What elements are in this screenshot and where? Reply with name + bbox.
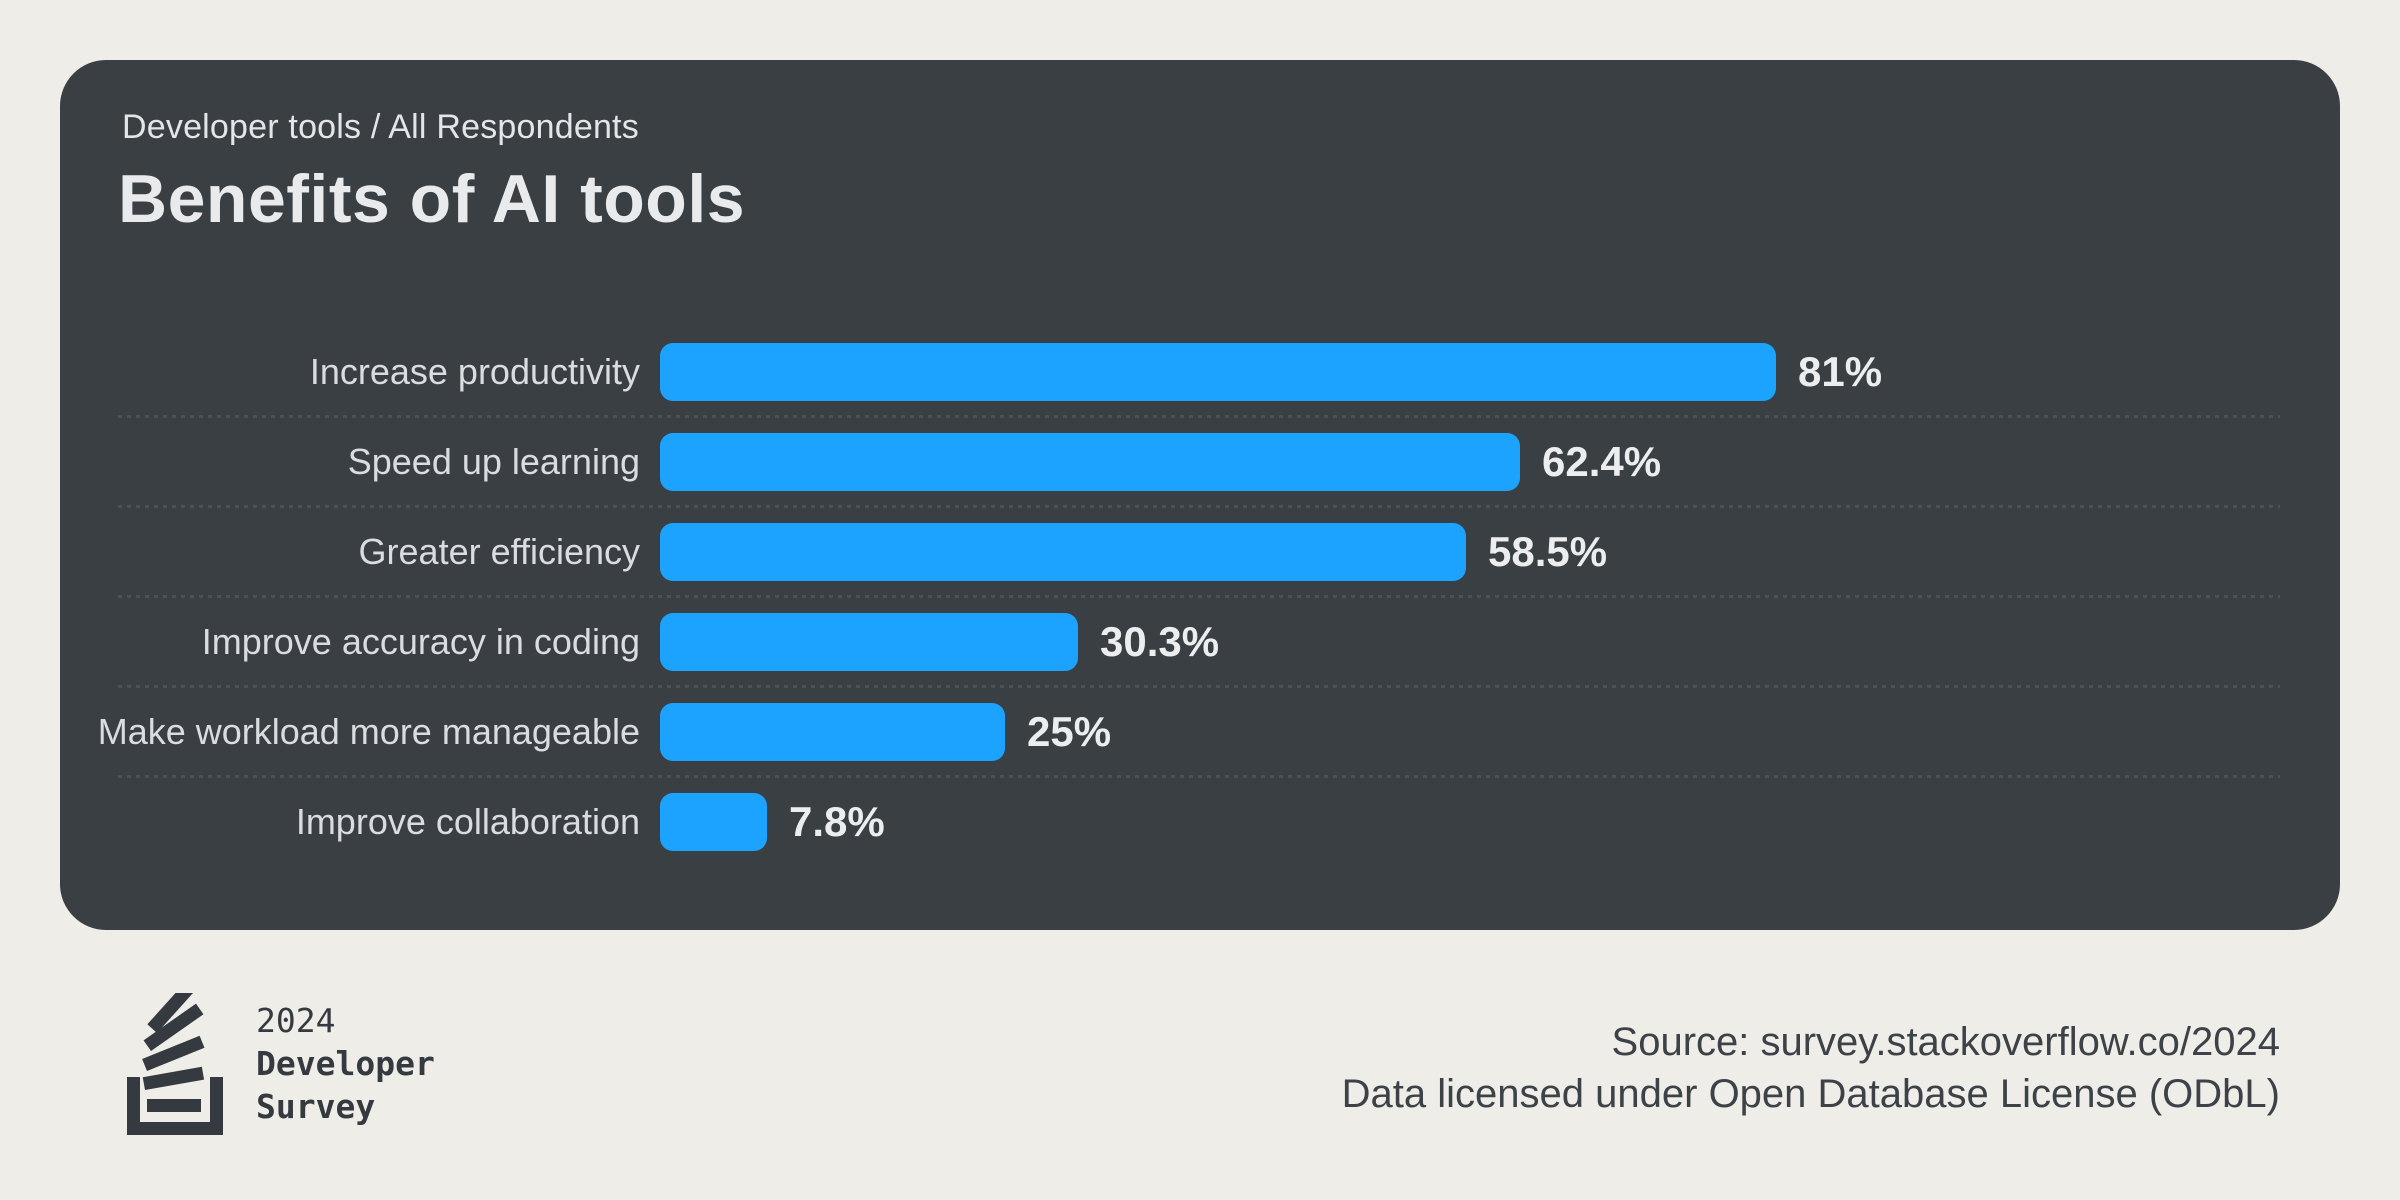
row-separator [118, 415, 2280, 418]
bar-track: 25% [660, 687, 2280, 777]
bar-label: Make workload more manageable [97, 711, 640, 752]
bar-track: 81% [660, 327, 2280, 417]
bar-track: 30.3% [660, 597, 2280, 687]
bar-value-label: 62.4% [1542, 438, 1662, 485]
row-separator [118, 595, 2280, 598]
bar-label: Increase productivity [309, 351, 640, 392]
bar-track: 62.4% [660, 417, 2280, 507]
source-line2: Data licensed under Open Database Licens… [1341, 1072, 2280, 1116]
bar-row: Increase productivity 81% [65, 327, 2280, 418]
bar-label: Greater efficiency [358, 531, 640, 572]
row-separator [118, 775, 2280, 778]
bar-value-label: 30.3% [1100, 618, 1220, 665]
source-line1: Source: survey.stackoverflow.co/2024 [1611, 1020, 2280, 1064]
bar-track: 58.5% [660, 507, 2280, 597]
logo-year: 2024 [256, 1001, 336, 1040]
logo-text: 2024 Developer Survey [256, 999, 435, 1128]
row-separator [118, 505, 2280, 508]
bar-row: Speed up learning 62.4% [65, 417, 2280, 508]
bar [660, 433, 1520, 491]
bar-value-label: 25% [1027, 708, 1112, 755]
bar [660, 613, 1078, 671]
bar-row: Greater efficiency 58.5% [65, 507, 2280, 598]
bar-label: Improve collaboration [295, 801, 640, 842]
bar-value-label: 81% [1798, 348, 1883, 395]
bar-chart: Increase productivity 81% Speed up learn… [65, 327, 2280, 867]
bar-row: Improve collaboration 7.8% [65, 777, 2280, 867]
breadcrumb: Developer tools / All Respondents [122, 108, 639, 146]
bar-value-label: 58.5% [1488, 528, 1608, 575]
page-title: Benefits of AI tools [118, 161, 746, 237]
bar-row: Improve accuracy in coding 30.3% [65, 597, 2280, 688]
bar-label: Improve accuracy in coding [201, 621, 640, 662]
bar [660, 793, 767, 851]
logo-line2: Survey [256, 1087, 376, 1126]
stackoverflow-logo-icon [127, 993, 223, 1135]
logo-line1: Developer [256, 1044, 435, 1083]
source-attribution: Source: survey.stackoverflow.co/2024 Dat… [1342, 1016, 2280, 1120]
bar [660, 523, 1466, 581]
bar [660, 343, 1776, 401]
footer-logo: 2024 Developer Survey [119, 993, 435, 1135]
bar-value-label: 7.8% [789, 798, 885, 845]
bar-label: Speed up learning [347, 441, 640, 482]
bar-track: 7.8% [660, 777, 2280, 867]
row-separator [118, 685, 2280, 688]
chart-card: Developer tools / All Respondents Benefi… [60, 60, 2340, 930]
bar [660, 703, 1005, 761]
bar-row: Make workload more manageable 25% [65, 687, 2280, 778]
